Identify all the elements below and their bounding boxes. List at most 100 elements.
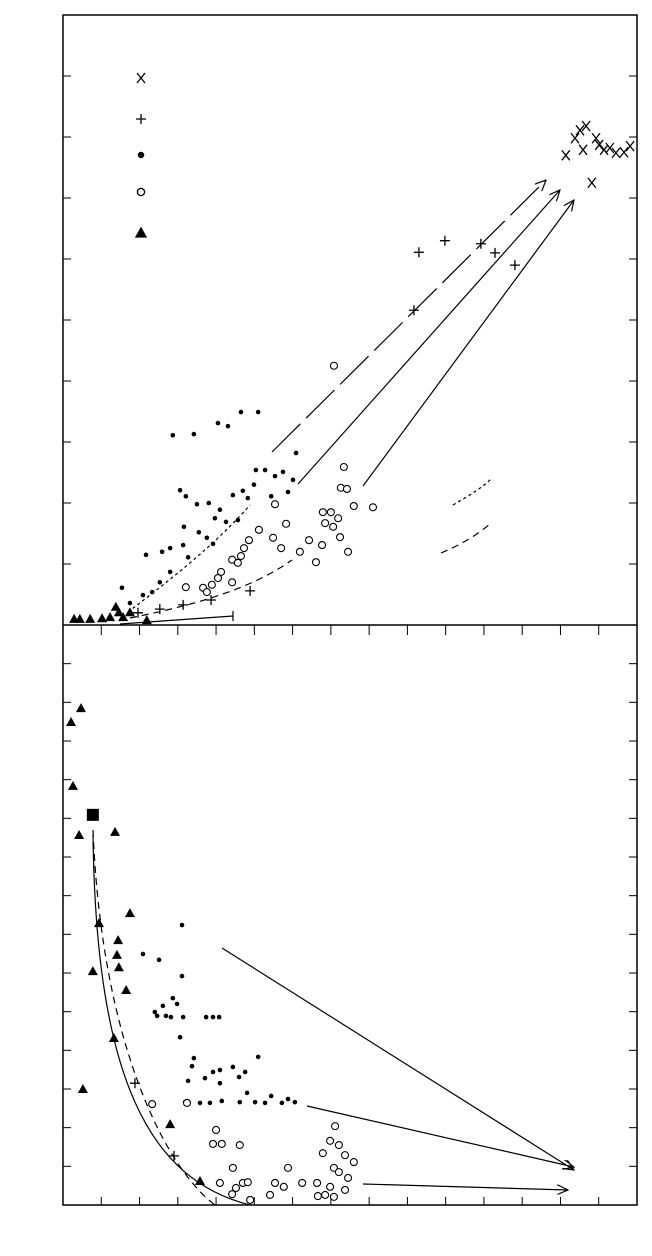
dot-point [204, 535, 210, 541]
circle-point [326, 508, 335, 517]
dot-point [194, 501, 200, 507]
circle-point [326, 1182, 335, 1191]
x-point [599, 144, 609, 156]
circle-point [182, 1098, 192, 1107]
dot-point [206, 500, 212, 506]
circle-point [342, 484, 351, 494]
circle-point [148, 1100, 157, 1109]
circle-point [340, 1185, 350, 1194]
circle-point [326, 1136, 335, 1145]
circle-point [321, 519, 330, 528]
curve [452, 477, 493, 506]
circle-point [231, 1183, 241, 1193]
triangle-point [124, 607, 135, 617]
circle-point [213, 573, 223, 583]
circle-point [329, 1163, 338, 1172]
dot-point [237, 1099, 243, 1105]
frame [62, 14, 638, 1206]
legend [134, 72, 148, 238]
dot-point [217, 1067, 223, 1073]
circle-point [212, 1125, 221, 1135]
plus-point [129, 1078, 140, 1089]
circle-point [207, 580, 216, 589]
curve [92, 829, 216, 1206]
dot-point [210, 541, 216, 547]
circle-point [331, 1122, 340, 1131]
dot-point [217, 1080, 223, 1086]
dot-point [219, 1098, 225, 1104]
circle-point [270, 1178, 280, 1188]
x-point [581, 120, 591, 132]
circle-point [336, 533, 345, 542]
circle-point [344, 1173, 353, 1182]
triangle-point [85, 613, 96, 623]
plus-point [475, 238, 486, 249]
circle-point [311, 558, 320, 567]
circle-point [298, 1178, 307, 1188]
dot-point [168, 1014, 174, 1020]
dot-point [157, 580, 163, 585]
circle-point [239, 544, 249, 553]
dot-point [196, 529, 202, 535]
circle-point [236, 552, 245, 561]
dot-point [217, 507, 223, 513]
triangle-point [74, 829, 85, 839]
triangle-point [124, 908, 135, 918]
dot-point [177, 487, 183, 493]
legend-symbol [136, 114, 146, 124]
circle-point [334, 1168, 343, 1177]
legend-symbol [134, 226, 148, 238]
dot-point [293, 450, 299, 456]
dot-point [202, 1075, 208, 1081]
circle-point [233, 558, 242, 567]
plus-point [178, 599, 189, 610]
dot-point [210, 1014, 216, 1020]
circle-point [334, 1141, 343, 1150]
circle-point [228, 1163, 237, 1172]
dot-point [159, 549, 165, 555]
dot-point [262, 467, 268, 473]
triangle-point [194, 1176, 205, 1186]
circle-point [235, 1141, 244, 1150]
curve [119, 611, 234, 625]
dot-point [140, 951, 146, 957]
dot-point [290, 477, 296, 483]
dot-point [238, 409, 244, 415]
x-point [587, 177, 597, 189]
dot-point [167, 569, 173, 575]
circle-point [244, 536, 254, 545]
x-point [619, 146, 629, 158]
circle-point [344, 547, 353, 556]
circle-point [334, 514, 343, 523]
triangle-point [87, 966, 98, 976]
triangle-point [105, 612, 116, 622]
triangle-point [113, 607, 124, 617]
dot-point [170, 995, 176, 1001]
legend-symbol [137, 151, 145, 159]
circle-point [279, 1182, 288, 1191]
circle-point [329, 1192, 338, 1201]
circle-point [318, 1149, 327, 1158]
triangle-point [113, 935, 124, 945]
dot-point [180, 542, 186, 548]
dot-point [140, 592, 146, 598]
plus-point [439, 235, 450, 246]
triangle-point [74, 613, 85, 623]
plus-point [509, 260, 520, 271]
triangle-point [121, 985, 132, 995]
triangle-point [66, 717, 77, 727]
circle-point [339, 462, 348, 472]
plus-point [206, 594, 217, 605]
circle-point [329, 361, 338, 370]
dot-point [251, 482, 257, 488]
arrow [221, 947, 574, 1170]
circle-point [295, 547, 304, 556]
dot-point [268, 1093, 274, 1099]
circle-point [202, 588, 211, 597]
dot-point [210, 1069, 216, 1075]
x-point [578, 144, 588, 156]
dot-point [191, 1055, 197, 1061]
dot-point [119, 585, 125, 591]
